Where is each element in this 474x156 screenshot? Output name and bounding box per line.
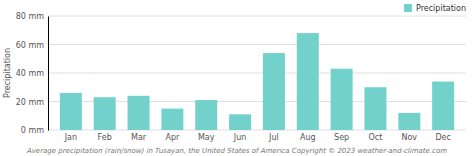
y-tick: 0 mm bbox=[21, 126, 48, 135]
x-tick-label: Nov bbox=[401, 133, 417, 142]
bars bbox=[60, 33, 454, 130]
chart: 0 mm20 mm40 mm60 mm80 mmJanFebMarAprMayJ… bbox=[0, 0, 474, 156]
x-tick: Jan bbox=[64, 133, 77, 142]
legend: Precipitation bbox=[404, 4, 466, 13]
y-tick: 40 mm bbox=[16, 69, 48, 78]
y-tick: 20 mm bbox=[16, 98, 48, 107]
y-tick-label: 60 mm bbox=[16, 41, 45, 50]
legend-swatch bbox=[404, 4, 412, 12]
x-tick: Mar bbox=[131, 133, 147, 142]
x-tick: Apr bbox=[165, 133, 180, 142]
x-tick-label: Jul bbox=[268, 133, 279, 142]
x-tick-label: Mar bbox=[131, 133, 147, 142]
y-tick-label: 20 mm bbox=[16, 98, 45, 107]
y-tick: 80 mm bbox=[16, 12, 48, 21]
bar bbox=[364, 87, 386, 130]
x-tick-label: Sep bbox=[334, 133, 349, 142]
grid-line bbox=[48, 44, 466, 45]
legend-item: Precipitation bbox=[404, 4, 466, 13]
axis-line bbox=[48, 17, 49, 131]
x-tick-label: May bbox=[198, 133, 215, 142]
bar bbox=[297, 33, 319, 130]
x-tick: Aug bbox=[300, 133, 316, 142]
y-tick-label: 40 mm bbox=[16, 69, 45, 78]
grid-line bbox=[48, 73, 466, 74]
bar bbox=[398, 113, 420, 130]
bar bbox=[331, 69, 353, 130]
x-tick-label: Jan bbox=[64, 133, 77, 142]
y-axis: 0 mm 20 mm 40 mm 60 mm 80 mm bbox=[16, 12, 49, 135]
bar bbox=[128, 96, 150, 130]
x-tick: Dec bbox=[435, 133, 450, 142]
x-tick: May bbox=[198, 133, 215, 142]
x-tick: Oct bbox=[369, 133, 383, 142]
bar bbox=[229, 114, 251, 130]
bar bbox=[60, 93, 82, 130]
caption: Average precipitation (rain/snow) in Tus… bbox=[26, 147, 447, 155]
plot-area: 0 mm20 mm40 mm60 mm80 mmJanFebMarAprMayJ… bbox=[16, 12, 466, 142]
x-tick-label: Jun bbox=[233, 133, 247, 142]
grid-line bbox=[48, 16, 466, 17]
legend-label: Precipitation bbox=[416, 4, 466, 13]
grid bbox=[48, 16, 466, 130]
x-tick: Jul bbox=[268, 133, 279, 142]
x-tick: Sep bbox=[334, 133, 349, 142]
bar bbox=[94, 97, 116, 130]
x-tick-label: Aug bbox=[300, 133, 316, 142]
y-axis-label: Precipitation bbox=[3, 48, 12, 98]
y-tick-label: 80 mm bbox=[16, 12, 45, 21]
bar bbox=[432, 82, 454, 130]
x-tick: Nov bbox=[401, 133, 417, 142]
y-tick: 60 mm bbox=[16, 41, 48, 50]
y-tick-label: 0 mm bbox=[21, 126, 44, 135]
bar bbox=[263, 53, 285, 130]
x-tick: Feb bbox=[98, 133, 112, 142]
x-tick-label: Apr bbox=[165, 133, 180, 142]
x-axis: Jan Feb Mar Apr May Jun Jul Aug Sep Oct Nov Dec bbox=[64, 133, 451, 142]
bar bbox=[161, 109, 183, 130]
x-tick-label: Feb bbox=[98, 133, 112, 142]
x-tick-label: Dec bbox=[435, 133, 450, 142]
x-tick: Jun bbox=[233, 133, 247, 142]
bar bbox=[195, 100, 217, 130]
x-tick-label: Oct bbox=[369, 133, 383, 142]
